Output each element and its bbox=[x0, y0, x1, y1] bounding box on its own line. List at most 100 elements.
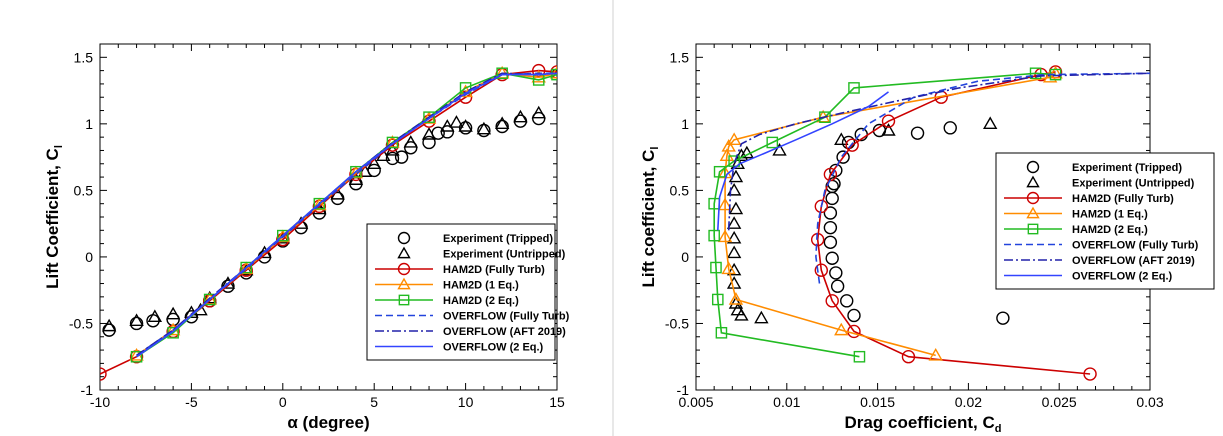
left-legend-entry-ham2d-fully-turb: HAM2D (Fully Turb) bbox=[375, 262, 545, 276]
right-series-ham2d-fully-turb-point bbox=[901, 350, 916, 364]
right-series-ham2d-2-eq-point bbox=[853, 350, 866, 363]
left-series-ham2d-fully-turb-point bbox=[276, 232, 290, 247]
left-y-tick-label: 1 bbox=[85, 116, 93, 132]
right-legend-swatch-marker bbox=[1026, 206, 1040, 219]
left-series-ham2d-1-eq-point bbox=[275, 229, 291, 243]
left-series-overflow-2-eq bbox=[136, 72, 557, 358]
right-legend-label: OVERFLOW (2 Eq.) bbox=[1072, 271, 1173, 283]
left-series-ham2d-2-eq-point bbox=[277, 229, 289, 242]
right-x-tick-label: 0.02 bbox=[955, 394, 982, 410]
right-series-ham2d-2-eq-point bbox=[713, 165, 726, 178]
left-series-ham2d-2-eq-point bbox=[423, 111, 435, 123]
left-legend-entry-experiment-untripped: Experiment (Untripped) bbox=[397, 246, 566, 261]
right-series-ham2d-2-eq-point bbox=[848, 82, 860, 94]
right-series-experiment-tripped-point bbox=[996, 311, 1010, 325]
right-series-ham2d-1-eq-point bbox=[717, 229, 733, 243]
right-series-ham2d-1-eq-point bbox=[719, 148, 735, 161]
lift-vs-alpha-panel: -10 -5 0 5 10 15 -1 -0.5 0 0.5 1 1.5 α (degree) Lift … bbox=[43, 43, 570, 432]
left-series-ham2d-2-eq-point bbox=[551, 68, 557, 81]
right-series-experiment-tripped bbox=[823, 121, 1010, 325]
right-series-experiment-untripped-point bbox=[726, 230, 742, 244]
right-series-experiment-untripped-point bbox=[734, 148, 749, 161]
left-legend-swatch-marker bbox=[397, 246, 411, 259]
left-series-experiment-untripped-point bbox=[513, 109, 528, 123]
left-x-tick-label: -5 bbox=[185, 394, 198, 410]
right-series-experiment-tripped-point bbox=[825, 251, 839, 265]
right-series-ham2d-fully-turb-point bbox=[1083, 367, 1097, 381]
left-series-experiment-tripped-point bbox=[385, 151, 400, 166]
right-x-tick-label: 0.015 bbox=[860, 394, 895, 410]
right-series-experiment-untripped-point bbox=[834, 132, 849, 146]
right-series-experiment-untripped-point bbox=[728, 201, 744, 215]
right-legend-swatch-marker bbox=[1026, 160, 1040, 174]
left-series-ham2d-2-eq-point bbox=[386, 136, 399, 149]
right-series-experiment-tripped-point bbox=[840, 294, 854, 308]
right-series-ham2d-fully-turb-point bbox=[825, 294, 839, 308]
right-legend-entry-ham2d-1-eq: HAM2D (1 Eq.) bbox=[1004, 206, 1148, 221]
right-x-tick-label: 0.025 bbox=[1042, 394, 1077, 410]
left-series-overflow-aft-2019-line bbox=[136, 72, 557, 357]
right-x-tick-label: 0.03 bbox=[1136, 394, 1163, 410]
right-series-experiment-tripped-point bbox=[847, 308, 861, 323]
right-series-experiment-tripped-point bbox=[943, 121, 957, 135]
left-series-experiment-untripped-point bbox=[494, 116, 510, 130]
left-series-ham2d-1-eq-point bbox=[421, 111, 437, 124]
right-y-tick-label: -0.5 bbox=[665, 315, 689, 331]
left-series-ham2d-fully-turb-point bbox=[385, 138, 400, 152]
right-legend-label: HAM2D (Fully Turb) bbox=[1072, 193, 1174, 205]
left-legend-label: Experiment (Untripped) bbox=[443, 249, 566, 261]
right-series-experiment-tripped-point bbox=[836, 150, 850, 164]
left-legend-label: HAM2D (Fully Turb) bbox=[443, 264, 545, 276]
right-series-ham2d-2-eq-line bbox=[713, 72, 1056, 358]
right-series-experiment-untripped-point bbox=[982, 116, 998, 130]
right-legend-label: HAM2D (2 Eq.) bbox=[1072, 224, 1148, 236]
left-x-axis-label: α (degree) bbox=[287, 413, 369, 432]
left-legend-label: OVERFLOW (AFT 2019) bbox=[443, 326, 566, 338]
right-series-ham2d-2-eq-point bbox=[708, 229, 720, 242]
right-series-ham2d-2-eq-point bbox=[819, 111, 831, 123]
right-series-ham2d-1-eq-point bbox=[1042, 69, 1058, 83]
left-series-ham2d-1-eq-point bbox=[531, 69, 546, 83]
right-series-ham2d-2-eq bbox=[708, 67, 1062, 363]
left-series-ham2d-1-eq-point bbox=[549, 65, 557, 79]
right-series-ham2d-1-eq-point bbox=[834, 322, 849, 336]
lift-vs-drag-chart: 0.005 0.01 0.015 0.02 0.025 0.03 -1 -0.5 0 0.5 1 1.… bbox=[639, 43, 1215, 435]
left-series-ham2d-1-eq-point bbox=[312, 197, 327, 211]
left-series-experiment-tripped-point bbox=[394, 150, 409, 164]
left-legend: Experiment (Tripped) Experiment (Untrippe… bbox=[366, 223, 570, 361]
left-legend-label: HAM2D (1 Eq.) bbox=[443, 280, 519, 292]
right-legend-swatch-marker bbox=[1027, 223, 1039, 235]
right-legend-swatch-marker bbox=[1026, 191, 1040, 205]
right-series-ham2d-2-eq-point bbox=[710, 261, 722, 274]
right-legend-box bbox=[995, 152, 1215, 290]
left-series-experiment-untripped-point bbox=[357, 164, 373, 177]
left-legend-entry-ham2d-2-eq: HAM2D (2 Eq.) bbox=[375, 294, 519, 307]
right-series-experiment-tripped-point bbox=[823, 235, 838, 249]
right-y-tick-label: 1 bbox=[681, 116, 689, 132]
right-y-tick-label: 1.5 bbox=[670, 49, 690, 65]
right-series-ham2d-2-eq-point bbox=[766, 136, 779, 149]
left-legend-swatch-marker bbox=[397, 277, 411, 290]
left-x-tick-label: 5 bbox=[370, 394, 378, 410]
left-legend-label: OVERFLOW (Fully Turb) bbox=[443, 311, 570, 323]
left-y-axis-label-sub: l bbox=[53, 145, 65, 148]
right-legend-label: OVERFLOW (AFT 2019) bbox=[1072, 255, 1195, 267]
left-legend-box bbox=[366, 223, 556, 361]
left-x-tick-label: 15 bbox=[549, 394, 565, 410]
right-series-experiment-untripped-point bbox=[726, 276, 742, 289]
left-legend-entry-ham2d-1-eq: HAM2D (1 Eq.) bbox=[375, 277, 519, 292]
left-legend-label: OVERFLOW (2 Eq.) bbox=[443, 342, 544, 354]
left-y-tick-label: -1 bbox=[81, 382, 94, 398]
right-series-experiment-tripped-point bbox=[910, 126, 925, 140]
left-series-experiment-tripped-point bbox=[404, 141, 418, 155]
right-x-axis-label-sub: d bbox=[995, 423, 1002, 435]
right-series-experiment-tripped-point bbox=[829, 266, 843, 280]
left-series-ham2d-fully-turb-point bbox=[550, 65, 557, 79]
right-series-overflow-2-eq-line bbox=[717, 91, 889, 231]
right-legend-entry-overflow-2-eq: OVERFLOW (2 Eq.) bbox=[1004, 271, 1173, 283]
right-series-ham2d-fully-turb-point bbox=[814, 263, 829, 277]
left-series-experiment-untripped-point bbox=[458, 119, 473, 132]
left-x-tick-label: 10 bbox=[458, 394, 474, 410]
left-series-ham2d-2-eq-point bbox=[313, 197, 326, 210]
right-series-experiment-tripped-point bbox=[825, 191, 839, 206]
